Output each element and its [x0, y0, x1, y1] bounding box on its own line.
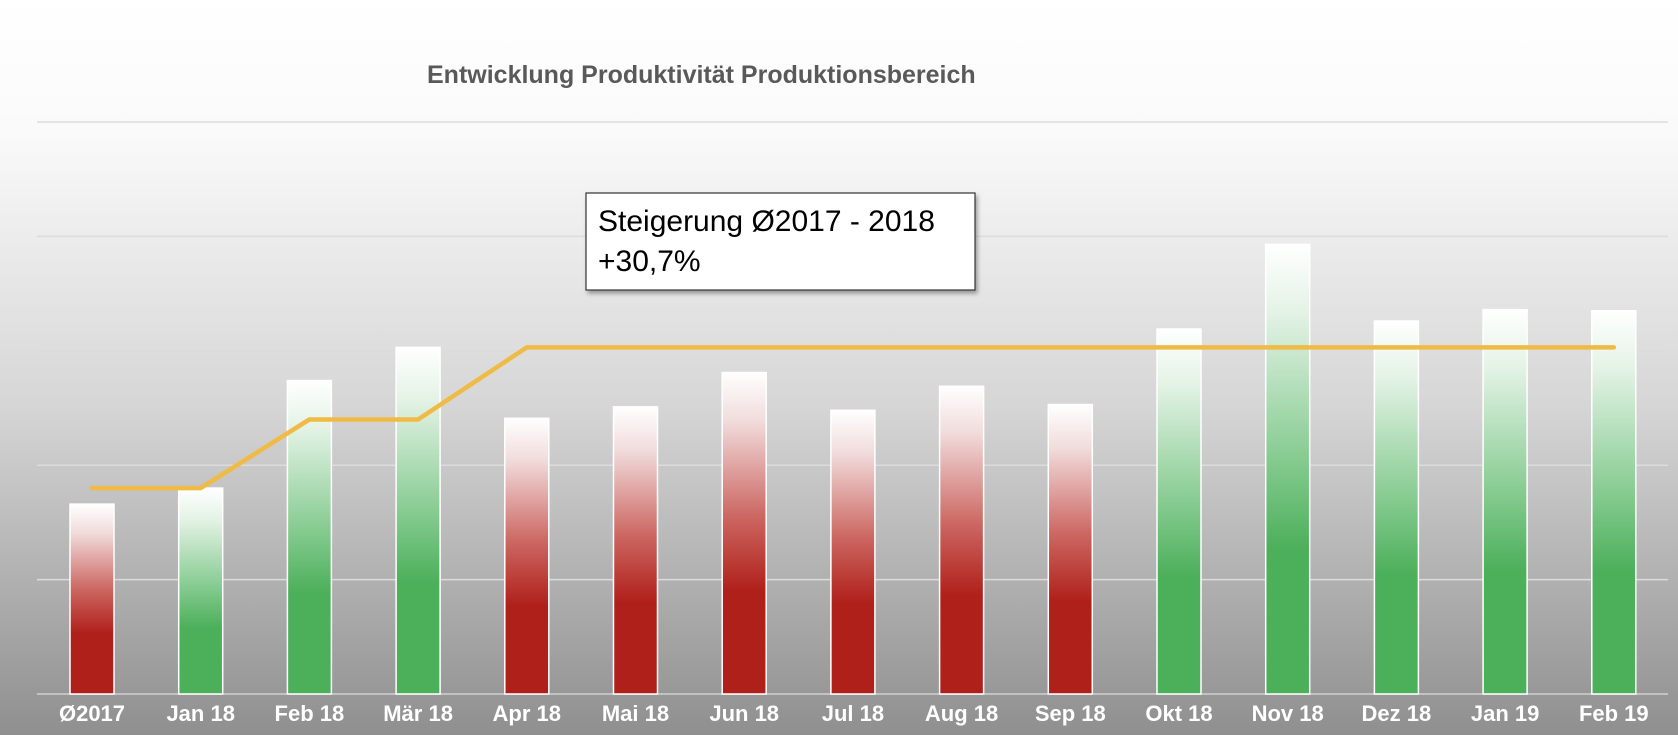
- bar-jun-18: [721, 371, 767, 695]
- x-tick-label: Aug 18: [925, 701, 998, 726]
- category-labels: Ø2017 Jan 18 Feb 18 Mär 18 Apr 18 Mai 18 Jun 1…: [59, 701, 1649, 726]
- bar-nov-18: [1264, 243, 1311, 695]
- x-tick-label: Okt 18: [1145, 701, 1212, 726]
- x-tick-label: Jul 18: [822, 701, 884, 726]
- bar-dez-18: [1373, 320, 1420, 695]
- bar-okt-18: [1156, 328, 1202, 695]
- chart-title: Entwicklung Produktivität Produktionsber…: [427, 61, 976, 89]
- x-tick-label: Mär 18: [383, 701, 453, 726]
- bars: [69, 243, 1637, 695]
- x-tick-label: Feb 18: [275, 701, 345, 726]
- bar--2017: [69, 503, 115, 695]
- x-tick-label: Sep 18: [1035, 701, 1106, 726]
- bar-jul-18: [830, 409, 876, 695]
- trend-line-group: [89, 345, 1617, 491]
- x-tick-label: Nov 18: [1252, 701, 1324, 726]
- bar-sep-18: [1047, 403, 1094, 695]
- annotation-line-1: Steigerung Ø2017 - 2018: [598, 205, 935, 238]
- x-tick-label: Ø2017: [59, 701, 125, 726]
- bar-feb-19: [1591, 310, 1637, 695]
- bar-m-r-18: [395, 346, 441, 695]
- bar-jan-19: [1482, 308, 1528, 695]
- bar-aug-18: [938, 385, 985, 695]
- bar-mai-18: [612, 406, 659, 695]
- annotation-box: Steigerung Ø2017 - 2018 +30,7%: [585, 192, 976, 291]
- x-tick-label: Jun 18: [709, 701, 779, 726]
- x-tick-label: Jan 19: [1471, 701, 1540, 726]
- annotation-frame: [585, 192, 976, 291]
- bar-jan-18: [177, 487, 224, 695]
- bar-apr-18: [504, 417, 550, 695]
- x-tick-label: Feb 19: [1579, 701, 1649, 726]
- x-tick-label: Mai 18: [602, 701, 669, 726]
- annotation-line-2: +30,7%: [598, 245, 701, 278]
- x-tick-label: Jan 18: [166, 701, 235, 726]
- trend-line: [89, 345, 1617, 491]
- bar-feb-18: [286, 379, 333, 695]
- x-tick-label: Dez 18: [1362, 701, 1432, 726]
- x-tick-label: Apr 18: [493, 701, 561, 726]
